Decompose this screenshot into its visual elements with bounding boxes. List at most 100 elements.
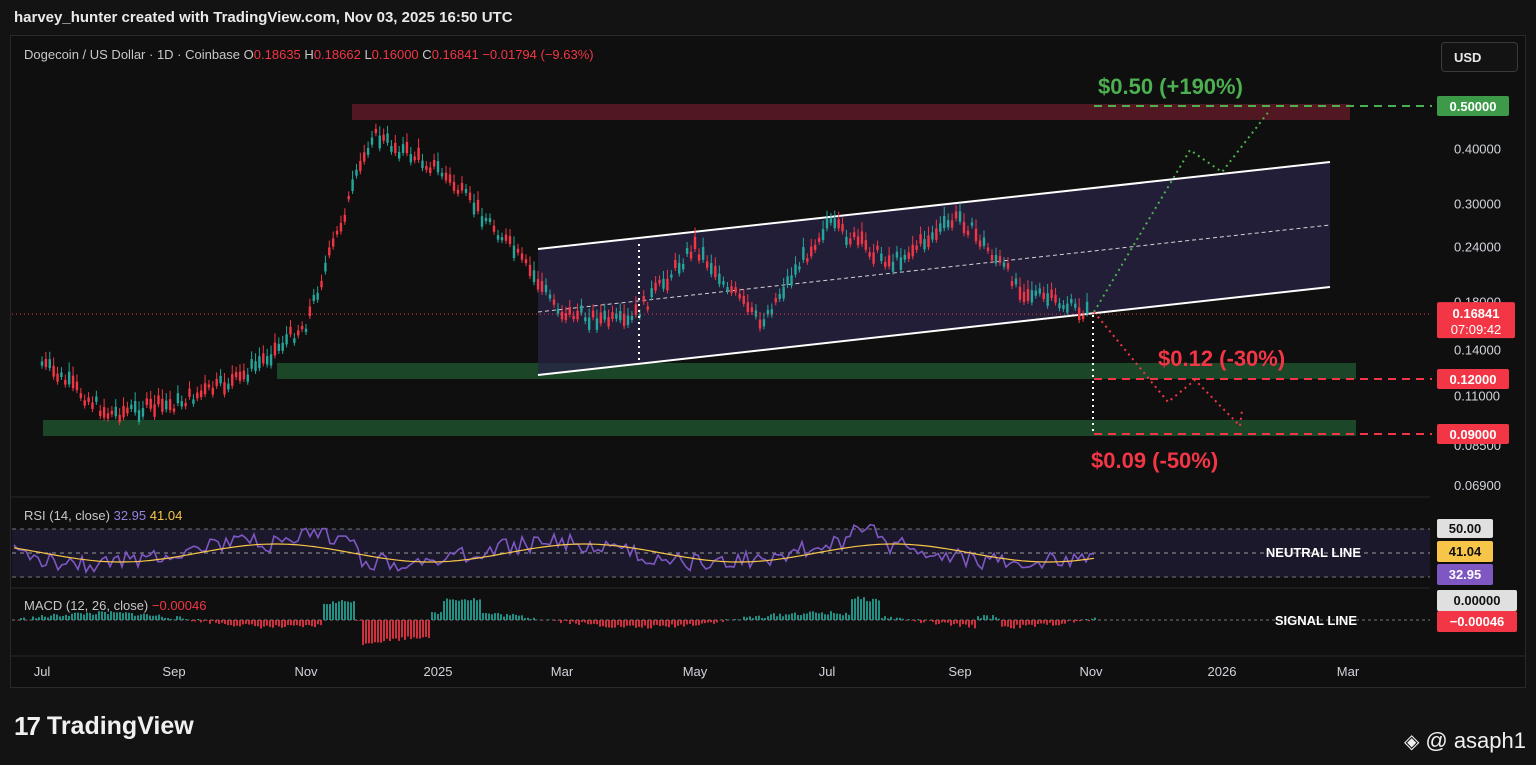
macd-bar <box>302 620 304 628</box>
candle-body <box>876 245 879 250</box>
candle-body <box>133 400 137 413</box>
macd-bar <box>860 599 862 620</box>
macd-bar <box>251 620 253 625</box>
macd-bar <box>452 599 454 620</box>
macd-bar <box>227 620 229 626</box>
author-name: @ asaph1 <box>1425 728 1526 753</box>
target-down-label: $0.09 (-50%) <box>1091 448 1218 473</box>
candle-body <box>168 399 172 411</box>
macd-bar <box>482 612 484 620</box>
candle-body <box>355 169 358 176</box>
macd-bar <box>1016 620 1018 625</box>
candle-body <box>915 245 918 251</box>
macd-bar <box>209 620 211 624</box>
candle-body <box>919 234 922 244</box>
macd-bar <box>485 613 487 620</box>
candle-body <box>619 311 622 321</box>
neutral-line-label: NEUTRAL LINE <box>1266 545 1361 560</box>
macd-bar <box>350 602 352 620</box>
macd-bar <box>764 617 766 620</box>
macd-bar <box>428 620 430 639</box>
close-label: C <box>422 47 432 62</box>
candle-body <box>742 295 745 304</box>
badge-mid: 0.12000 <box>1450 372 1497 387</box>
macd-bar <box>344 601 346 620</box>
candle-body <box>872 252 875 264</box>
macd-bar <box>1058 620 1060 626</box>
macd-bar <box>971 620 973 625</box>
candle-body <box>770 309 774 315</box>
candle-body <box>1042 292 1045 300</box>
macd-bar <box>314 620 316 628</box>
macd-bar <box>863 597 865 620</box>
candle-body <box>1081 315 1085 319</box>
macd-label[interactable]: MACD (12, 26, close) <box>24 598 149 613</box>
candle-body <box>1038 288 1041 294</box>
macd-bar <box>173 619 175 620</box>
macd-bar <box>608 620 610 628</box>
candle-body <box>615 313 618 319</box>
macd-bar <box>197 618 199 620</box>
macd-bar <box>1010 620 1012 629</box>
candle-body <box>837 219 840 229</box>
macd-bar <box>206 620 208 621</box>
macd-bar <box>1001 620 1003 627</box>
rsi-value: 32.95 <box>113 508 147 523</box>
macd-bar <box>593 620 595 624</box>
candle-body <box>492 225 496 232</box>
candle-body <box>67 371 71 385</box>
candle-body <box>666 278 669 291</box>
candle-body <box>339 222 343 232</box>
candle-body <box>762 319 766 327</box>
candle-body <box>962 221 966 234</box>
macd-bar <box>581 620 583 623</box>
macd-bar <box>887 618 889 620</box>
macd-bar <box>635 620 637 628</box>
macd-bar <box>575 620 577 624</box>
rsi-label[interactable]: RSI (14, close) <box>24 508 110 523</box>
macd-bar <box>119 612 121 620</box>
macd-bar <box>203 620 205 622</box>
symbol-name[interactable]: Dogecoin / US Dollar · 1D · Coinbase <box>24 47 241 62</box>
candle-body <box>595 318 599 331</box>
candle-body <box>1022 291 1026 302</box>
candle-body <box>262 353 265 364</box>
macd-bar <box>803 613 805 620</box>
candle-body <box>130 404 133 410</box>
macd-bar <box>143 613 145 620</box>
macd-bar <box>614 620 616 628</box>
candle-body <box>1006 263 1010 269</box>
macd-bar <box>845 612 847 620</box>
currency-button[interactable]: USD <box>1441 42 1518 72</box>
candle-body <box>512 245 516 259</box>
macd-bar <box>962 620 964 625</box>
macd-bar <box>812 611 814 620</box>
candle-body <box>950 220 954 228</box>
macd-bar <box>434 612 436 620</box>
macd-bar <box>404 620 406 640</box>
candle-body <box>907 252 910 259</box>
macd-bar <box>278 620 280 627</box>
macd-bar <box>869 601 871 620</box>
tradingview-logo[interactable]: 17 TradingView <box>14 711 194 742</box>
macd-bar <box>317 620 319 625</box>
macd-bar <box>1055 620 1057 626</box>
macd-bar <box>734 619 736 620</box>
macd-bar <box>20 618 22 620</box>
macd-bar <box>785 614 787 620</box>
macd-bar <box>272 620 274 628</box>
macd-bar <box>326 604 328 620</box>
candle-body <box>300 325 304 330</box>
macd-bar <box>245 620 247 624</box>
candle-body <box>810 246 813 257</box>
macd-bar <box>410 620 412 640</box>
macd-bar <box>341 600 343 620</box>
candle-body <box>110 410 114 415</box>
diamond-icon: ◈ <box>1403 730 1420 753</box>
candle-body <box>887 255 891 267</box>
open-value: 0.18635 <box>253 47 301 62</box>
macd-bar <box>53 613 55 620</box>
rsi-level-badge: 50.00 <box>1449 521 1482 536</box>
candle-body <box>64 379 67 385</box>
